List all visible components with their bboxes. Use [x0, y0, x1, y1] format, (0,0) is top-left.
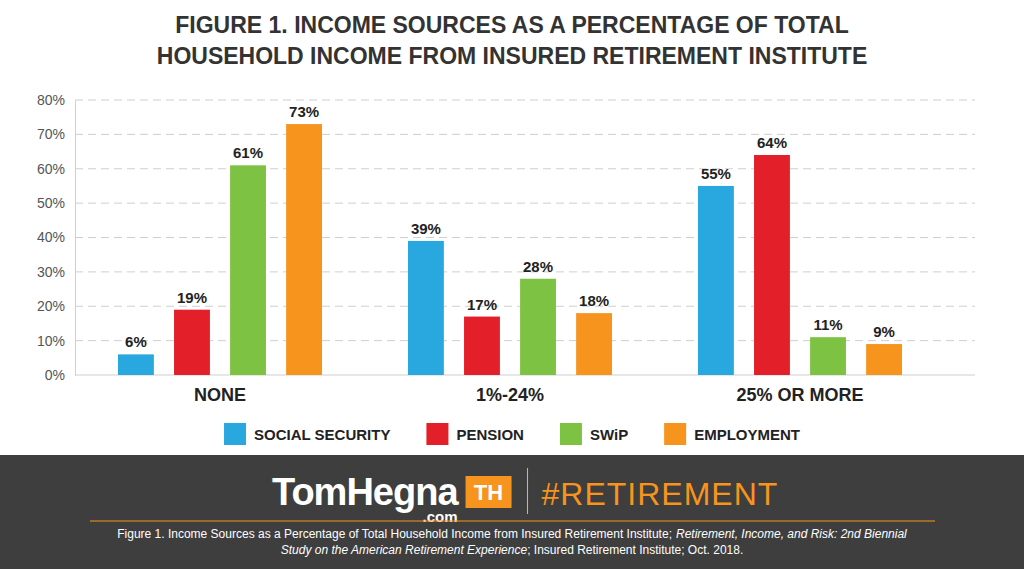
grid [75, 100, 975, 375]
y-axis-line [75, 101, 76, 376]
y-tick-label: 60% [37, 161, 65, 177]
y-axis: 0% 10% 20% 30% 40% 50% 60% 70% 80% [37, 92, 76, 383]
bar [576, 313, 612, 375]
y-tick: 50% [37, 195, 75, 211]
legend-swatch [664, 423, 686, 445]
legend-item: PENSION [426, 423, 524, 445]
data-label: 73% [289, 103, 319, 120]
brand: TomHegna [272, 471, 459, 513]
legend-swatch [426, 423, 448, 445]
y-tick: 70% [37, 126, 75, 142]
caption-text: ; Insured Retirement Institute; Oct. 201… [527, 543, 743, 557]
data-label: 18% [579, 292, 609, 309]
data-label: 55% [701, 165, 731, 182]
bar [464, 317, 500, 375]
legend-item: SOCIAL SECURITY [224, 423, 390, 445]
y-tick-label: 50% [37, 195, 65, 211]
data-labels: 6% 39% 55% 19% 17% 64% 61% 28% 11% 73% 18% 9% [125, 103, 895, 350]
bar [698, 186, 734, 375]
badge-box [466, 476, 512, 508]
bar [866, 344, 902, 375]
bars [118, 124, 902, 375]
legend-swatch [560, 423, 582, 445]
y-tick: 40% [37, 229, 75, 245]
bar [230, 165, 266, 375]
legend-label: SWiP [590, 426, 628, 443]
data-label: 39% [411, 220, 441, 237]
legend-item: SWiP [560, 423, 628, 445]
grid-line [75, 237, 975, 238]
y-tick-label: 20% [37, 298, 65, 314]
legend-label: SOCIAL SECURITY [254, 426, 390, 443]
bar [174, 310, 210, 375]
bar [118, 354, 154, 375]
legend-label: PENSION [456, 426, 524, 443]
caption-text: Figure 1. Income Sources as a Percentage… [117, 527, 672, 541]
legend: SOCIAL SECURITY PENSION SWiP EMPLOYMENT [224, 423, 800, 445]
data-label: 19% [177, 289, 207, 306]
data-label: 28% [523, 258, 553, 275]
y-tick: 20% [37, 298, 75, 314]
y-tick-label: 80% [37, 92, 65, 108]
y-tick: 10% [37, 333, 75, 349]
badge: TH [474, 480, 503, 505]
y-tick-label: 10% [37, 333, 65, 349]
caption: Study on the American Retirement Experie… [281, 543, 743, 557]
x-tick-label: 1%-24% [476, 385, 544, 405]
x-tick: 25% OR MORE [736, 375, 863, 405]
y-tick-label: 30% [37, 264, 65, 280]
y-tick-label: 70% [37, 126, 65, 142]
bar [754, 155, 790, 375]
caption-text: Study on the American Retirement Experie… [281, 543, 528, 557]
legend-item: EMPLOYMENT [664, 423, 800, 445]
grid-line [75, 168, 975, 169]
bar [520, 279, 556, 375]
hashtag: #RETIREMENT [542, 476, 779, 512]
y-tick: 60% [37, 161, 75, 177]
footer-band [0, 455, 1024, 569]
caption: Figure 1. Income Sources as a Percentage… [117, 527, 907, 541]
y-tick: 30% [37, 264, 75, 280]
data-label: 11% [813, 316, 842, 333]
data-label: 64% [757, 134, 787, 151]
legend-label: EMPLOYMENT [694, 426, 800, 443]
x-tick-label: NONE [194, 385, 246, 405]
chart: FIGURE 1. INCOME SOURCES AS A PERCENTAGE… [0, 0, 1024, 569]
x-tick: 1%-24% [476, 375, 544, 405]
data-label: 61% [233, 144, 263, 161]
grid-line [75, 203, 975, 204]
data-label: 6% [125, 333, 147, 350]
footer-rule [90, 521, 935, 522]
x-tick: NONE [194, 375, 246, 405]
footer: TomHegna.com TH #RETIREMENT Figure 1. Incom… [0, 455, 1024, 569]
bar [810, 337, 846, 375]
y-tick-label: 0% [45, 367, 65, 383]
bar [408, 241, 444, 375]
y-tick: 80% [37, 92, 75, 108]
data-label: 17% [467, 296, 497, 313]
divider [527, 468, 528, 514]
bar [286, 124, 322, 375]
brand-suffix: .com [423, 508, 458, 525]
title: HOUSEHOLD INCOME FROM INSURED RETIREMENT… [157, 43, 867, 69]
legend-swatch [224, 423, 246, 445]
y-tick: 0% [45, 367, 75, 383]
x-axis: NONE 1%-24% 25% OR MORE [194, 375, 864, 405]
title: FIGURE 1. INCOME SOURCES AS A PERCENTAGE… [175, 12, 848, 38]
x-tick-label: 25% OR MORE [736, 385, 863, 405]
grid-line [75, 134, 975, 135]
caption-text: Retirement, Income, and Risk: 2nd Bienni… [676, 527, 907, 541]
grid-line [75, 100, 975, 101]
y-tick-label: 40% [37, 229, 65, 245]
data-label: 9% [873, 323, 895, 340]
